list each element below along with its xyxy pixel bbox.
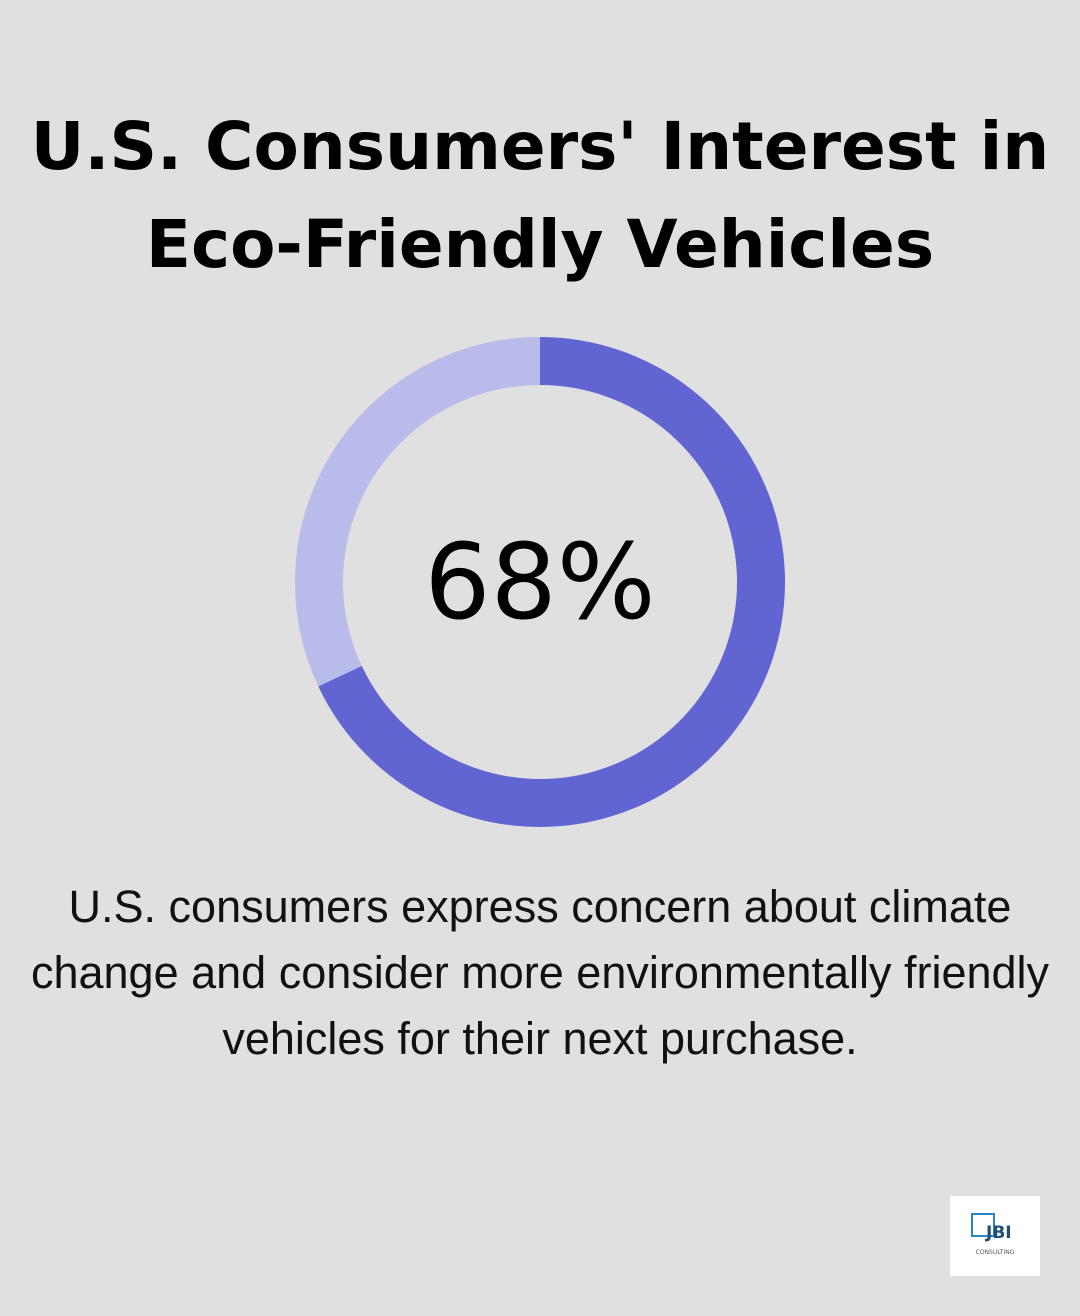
donut-segment-interested [318,337,785,827]
donut-chart [295,337,785,827]
svg-text:CONSULTING: CONSULTING [976,1249,1015,1256]
donut-segment-remainder [295,337,541,687]
chart-description: U.S. consumers express concern about cli… [30,881,1050,1064]
center-percentage-label: 68% [424,521,656,643]
svg-text:JBI: JBI [985,1223,1012,1243]
jbi-consulting-logo: JBI CONSULTING [950,1196,1040,1276]
chart-title: U.S. Consumers' Interest in Eco-Friendly… [30,108,1050,283]
